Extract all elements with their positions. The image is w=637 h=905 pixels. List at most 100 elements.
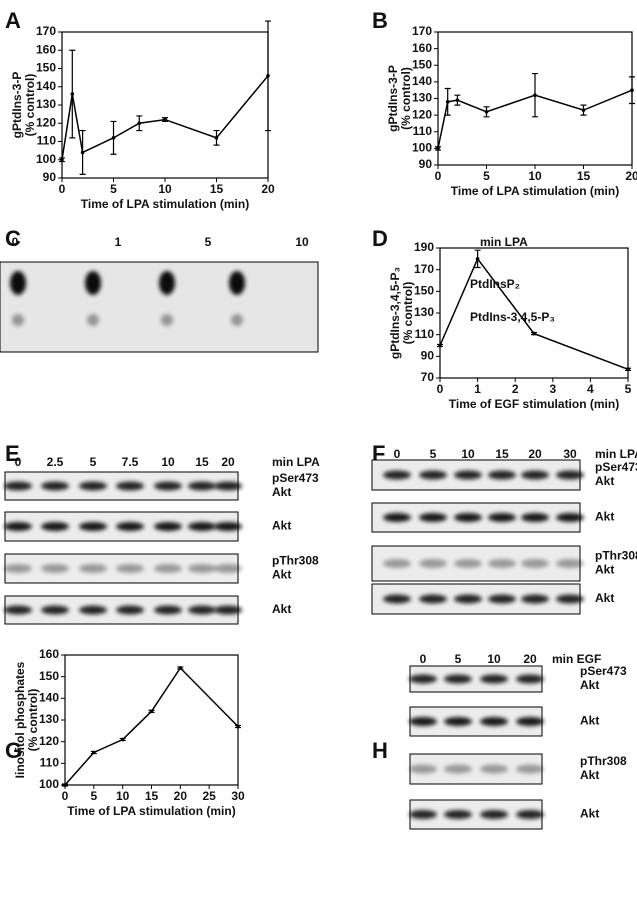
data-point (532, 331, 536, 336)
lane-label: 0 (15, 455, 22, 469)
data-point (475, 257, 480, 261)
data-point (149, 709, 154, 714)
x-tick-label: 0 (62, 789, 69, 803)
blot-band (556, 594, 584, 604)
x-tick-label: 10 (158, 182, 172, 196)
data-point (63, 783, 67, 787)
y-tick-label: 170 (414, 262, 434, 276)
blot-band (79, 481, 107, 491)
row-label: pSer473 (272, 471, 319, 485)
y-tick-label: 140 (39, 691, 59, 705)
lane-label: 5 (90, 455, 97, 469)
data-point (214, 136, 219, 140)
blot-band (521, 470, 549, 480)
plot-frame (64, 654, 239, 786)
panel-label: C (5, 226, 21, 251)
lane-label: 5 (205, 235, 212, 249)
blot-band (41, 522, 69, 531)
lane-label: 0 (394, 447, 401, 461)
row-label: Akt (272, 485, 291, 499)
panel-label: D (372, 226, 388, 251)
x-tick-label: 5 (625, 382, 632, 396)
x-tick-label: 0 (59, 182, 66, 196)
data-point (236, 724, 240, 729)
x-axis-label: Time of LPA stimulation (min) (81, 197, 249, 211)
x-tick-label: 15 (577, 169, 591, 183)
blot-band (116, 522, 144, 531)
x-tick-label: 10 (116, 789, 130, 803)
row-label: PtdInsP₂ (470, 277, 520, 291)
x-tick-label: 20 (625, 169, 637, 183)
blot-band (516, 810, 544, 819)
blot-spot (10, 271, 26, 295)
blot-band (154, 564, 182, 573)
data-point (60, 157, 64, 162)
data-line (439, 257, 629, 371)
y-tick-label: 190 (414, 240, 434, 254)
blot-band (79, 564, 107, 573)
x-axis-label: Time of LPA stimulation (min) (67, 804, 235, 818)
blot-band (480, 717, 508, 726)
y-tick-label: 160 (412, 41, 432, 55)
lane-label: 1 (115, 235, 122, 249)
y-tick-label: 130 (412, 91, 432, 105)
data-point (70, 92, 75, 96)
x-tick-label: 0 (437, 382, 444, 396)
row-label: Akt (272, 519, 291, 533)
row-label: pThr308 (580, 754, 627, 768)
x-tick-label: 1 (474, 382, 481, 396)
lane-label: 20 (528, 447, 542, 461)
y-tick-label: 90 (421, 349, 435, 363)
row-label: Akt (580, 714, 599, 728)
data-point (484, 110, 489, 114)
row-label: pThr308 (595, 549, 637, 563)
panel-label: A (5, 8, 21, 33)
y-tick-label: 110 (37, 134, 57, 148)
data-point (137, 121, 142, 126)
x-tick-label: 15 (145, 789, 159, 803)
lane-label: 10 (461, 447, 475, 461)
y-tick-label: 160 (36, 42, 56, 56)
y-tick-label: 170 (36, 24, 56, 38)
blot-band (419, 470, 447, 480)
y-tick-label: 120 (36, 115, 56, 129)
row-label: Akt (272, 568, 291, 582)
data-point (80, 150, 85, 155)
y-tick-label: 150 (412, 57, 432, 71)
blot-band (409, 717, 437, 726)
data-point (626, 367, 630, 372)
row-label: Akt (595, 563, 614, 577)
lane-label: 0 (420, 652, 427, 666)
blot-band (444, 810, 472, 819)
blot-spot (161, 314, 173, 326)
data-point (178, 666, 183, 670)
blot-spot (87, 314, 99, 326)
y-axis-label: gPtdIns-3-P (10, 72, 24, 139)
unit-label: min LPA (595, 447, 637, 461)
y-tick-label: 100 (36, 152, 56, 166)
row-label: PtdIns-3,4,5-P₃ (470, 310, 555, 324)
x-tick-label: 15 (210, 182, 224, 196)
unit-label: min LPA (272, 455, 320, 469)
blot-band (383, 559, 411, 568)
lane-label: 0 (12, 235, 19, 249)
y-tick-label: 130 (36, 97, 56, 111)
blot-band (556, 559, 584, 568)
blot-band (188, 481, 216, 491)
blot-band (4, 481, 32, 491)
blot-band (480, 810, 508, 819)
row-label: pSer473 (595, 460, 637, 474)
blot-band (419, 594, 447, 604)
unit-label: min LPA (480, 235, 528, 249)
x-tick-label: 3 (549, 382, 556, 396)
y-axis-label: (% control) (401, 282, 415, 345)
x-axis-label: Time of EGF stimulation (min) (449, 397, 619, 411)
row-label: Akt (595, 474, 614, 488)
x-tick-label: 0 (435, 169, 442, 183)
panel-label: G (5, 738, 22, 763)
x-tick-label: 5 (483, 169, 490, 183)
blot-band (521, 559, 549, 568)
blot-spot (229, 271, 245, 295)
lane-label: 20 (221, 455, 235, 469)
data-point (120, 737, 125, 742)
